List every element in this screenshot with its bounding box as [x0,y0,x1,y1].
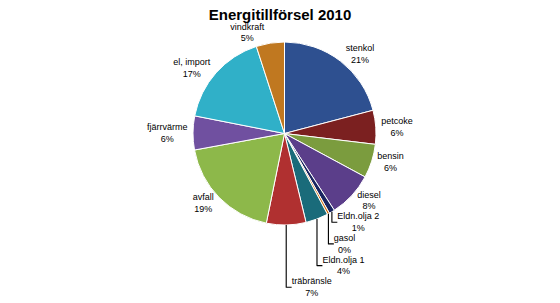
svg-text:el, import17%: el, import17% [173,57,211,79]
svg-text:Eldn.olja 14%: Eldn.olja 14% [322,255,364,277]
svg-text:avfall19%: avfall19% [193,192,214,214]
svg-text:stenkol21%: stenkol21% [346,43,375,65]
svg-text:petcoke6%: petcoke6% [381,116,413,138]
svg-text:vindkraft5%: vindkraft5% [230,22,265,44]
svg-text:bensin6%: bensin6% [377,151,404,173]
svg-text:diesel8%: diesel8% [357,190,381,212]
svg-text:gasol0%: gasol0% [334,233,356,255]
svg-text:Eldn.olja 21%: Eldn.olja 21% [337,211,379,233]
svg-text:Energitillförsel 2010: Energitillförsel 2010 [209,6,352,23]
svg-text:träbränsle7%: träbränsle7% [292,276,332,298]
svg-text:fjärrvärme6%: fjärrvärme6% [147,122,188,144]
